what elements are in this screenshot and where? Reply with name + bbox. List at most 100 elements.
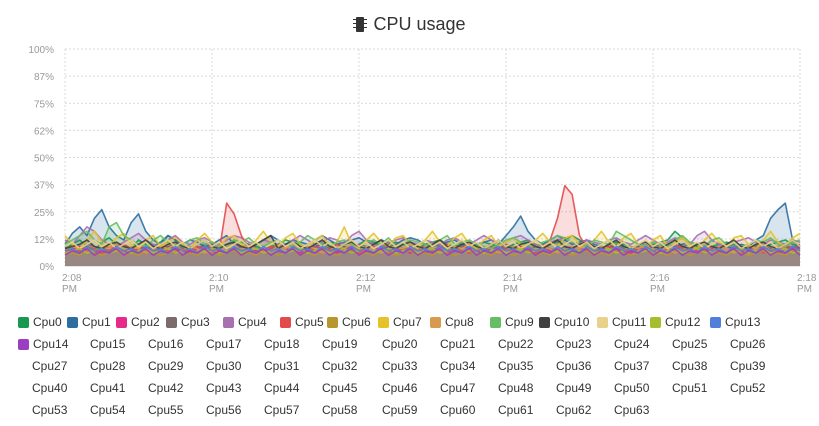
- legend-item-cpu11[interactable]: Cpu11: [597, 314, 646, 330]
- legend-label: Cpu41: [90, 381, 126, 395]
- legend-item-cpu28[interactable]: Cpu28: [90, 358, 125, 374]
- legend-item-cpu40[interactable]: Cpu40: [32, 380, 67, 396]
- x-tick-sublabel: PM: [62, 284, 77, 295]
- legend-item-cpu1[interactable]: Cpu1: [67, 314, 111, 330]
- legend-item-cpu2[interactable]: Cpu2: [116, 314, 160, 330]
- legend-item-cpu14[interactable]: Cpu14: [18, 336, 68, 352]
- legend-item-cpu43[interactable]: Cpu43: [206, 380, 241, 396]
- legend-item-cpu52[interactable]: Cpu52: [730, 380, 765, 396]
- legend-item-cpu41[interactable]: Cpu41: [90, 380, 125, 396]
- series-area-cpu6: [65, 250, 800, 266]
- legend-item-cpu37[interactable]: Cpu37: [614, 358, 649, 374]
- y-tick-label: 50%: [34, 154, 54, 165]
- legend-item-cpu9[interactable]: Cpu9: [490, 314, 534, 330]
- legend-label: Cpu58: [322, 403, 358, 417]
- legend-item-cpu33[interactable]: Cpu33: [382, 358, 417, 374]
- legend-item-cpu6[interactable]: Cpu6: [327, 314, 371, 330]
- legend-item-cpu34[interactable]: Cpu34: [440, 358, 475, 374]
- legend-item-cpu26[interactable]: Cpu26: [730, 336, 765, 352]
- legend-item-cpu54[interactable]: Cpu54: [90, 402, 125, 418]
- legend-item-cpu47[interactable]: Cpu47: [440, 380, 475, 396]
- legend-label: Cpu45: [322, 381, 358, 395]
- legend-item-cpu0[interactable]: Cpu0: [18, 314, 62, 330]
- legend-label: Cpu17: [206, 337, 242, 351]
- legend-label: Cpu43: [206, 381, 242, 395]
- legend-label: Cpu53: [32, 403, 68, 417]
- legend-item-cpu18[interactable]: Cpu18: [264, 336, 299, 352]
- legend-item-cpu38[interactable]: Cpu38: [672, 358, 707, 374]
- legend-swatch: [490, 316, 501, 328]
- legend-label: Cpu48: [498, 381, 534, 395]
- legend-label: Cpu15: [90, 337, 126, 351]
- legend-swatch: [710, 316, 721, 328]
- legend-item-cpu49[interactable]: Cpu49: [556, 380, 591, 396]
- legend-item-cpu46[interactable]: Cpu46: [382, 380, 417, 396]
- legend-item-cpu57[interactable]: Cpu57: [264, 402, 299, 418]
- legend-label: Cpu40: [32, 381, 68, 395]
- legend-item-cpu31[interactable]: Cpu31: [264, 358, 299, 374]
- legend-label: Cpu3: [181, 315, 210, 329]
- legend-item-cpu16[interactable]: Cpu16: [148, 336, 183, 352]
- legend-label: Cpu4: [238, 315, 267, 329]
- legend-item-cpu48[interactable]: Cpu48: [498, 380, 533, 396]
- legend-item-cpu4[interactable]: Cpu4: [223, 314, 267, 330]
- x-tick-sublabel: PM: [209, 284, 224, 295]
- legend-item-cpu13[interactable]: Cpu13: [710, 314, 760, 330]
- legend-swatch: [166, 316, 177, 328]
- legend-item-cpu60[interactable]: Cpu60: [440, 402, 475, 418]
- y-tick-label: 25%: [34, 208, 54, 219]
- legend-label: Cpu24: [614, 337, 650, 351]
- legend-item-cpu24[interactable]: Cpu24: [614, 336, 649, 352]
- legend-item-cpu25[interactable]: Cpu25: [672, 336, 707, 352]
- legend-item-cpu44[interactable]: Cpu44: [264, 380, 299, 396]
- legend-label: Cpu20: [382, 337, 418, 351]
- legend-label: Cpu16: [148, 337, 184, 351]
- legend-item-cpu17[interactable]: Cpu17: [206, 336, 241, 352]
- legend-item-cpu27[interactable]: Cpu27: [32, 358, 67, 374]
- legend-item-cpu42[interactable]: Cpu42: [148, 380, 183, 396]
- legend-item-cpu15[interactable]: Cpu15: [90, 336, 125, 352]
- x-tick-sublabel: PM: [797, 284, 812, 295]
- legend-swatch: [597, 316, 608, 328]
- legend-item-cpu8[interactable]: Cpu8: [430, 314, 474, 330]
- legend-item-cpu20[interactable]: Cpu20: [382, 336, 417, 352]
- y-tick-label: 37%: [34, 181, 54, 192]
- legend-item-cpu12[interactable]: Cpu12: [650, 314, 700, 330]
- legend-item-cpu61[interactable]: Cpu61: [498, 402, 533, 418]
- legend-item-cpu3[interactable]: Cpu3: [166, 314, 210, 330]
- legend-item-cpu10[interactable]: Cpu10: [539, 314, 589, 330]
- legend-item-cpu21[interactable]: Cpu21: [440, 336, 475, 352]
- series-area-cpu9: [65, 222, 800, 266]
- legend-label: Cpu28: [90, 359, 126, 373]
- legend-item-cpu50[interactable]: Cpu50: [614, 380, 649, 396]
- legend-item-cpu58[interactable]: Cpu58: [322, 402, 357, 418]
- y-tick-label: 87%: [34, 72, 54, 83]
- legend-item-cpu36[interactable]: Cpu36: [556, 358, 591, 374]
- legend-label: Cpu30: [206, 359, 242, 373]
- legend-label: Cpu39: [730, 359, 766, 373]
- legend-item-cpu53[interactable]: Cpu53: [32, 402, 67, 418]
- legend-item-cpu62[interactable]: Cpu62: [556, 402, 591, 418]
- legend-label: Cpu10: [554, 315, 590, 329]
- legend-item-cpu51[interactable]: Cpu51: [672, 380, 707, 396]
- legend-item-cpu55[interactable]: Cpu55: [148, 402, 183, 418]
- legend-item-cpu39[interactable]: Cpu39: [730, 358, 765, 374]
- legend-item-cpu5[interactable]: Cpu5: [280, 314, 324, 330]
- y-tick-label: 0%: [40, 262, 55, 273]
- legend-item-cpu56[interactable]: Cpu56: [206, 402, 241, 418]
- legend-item-cpu30[interactable]: Cpu30: [206, 358, 241, 374]
- legend-item-cpu29[interactable]: Cpu29: [148, 358, 183, 374]
- legend-item-cpu22[interactable]: Cpu22: [498, 336, 533, 352]
- legend-item-cpu59[interactable]: Cpu59: [382, 402, 417, 418]
- legend-item-cpu19[interactable]: Cpu19: [322, 336, 357, 352]
- legend-item-cpu32[interactable]: Cpu32: [322, 358, 357, 374]
- cpu-chip-icon: [353, 16, 368, 33]
- legend-item-cpu7[interactable]: Cpu7: [378, 314, 422, 330]
- legend-label: Cpu47: [440, 381, 476, 395]
- legend-swatch: [378, 316, 389, 328]
- legend-item-cpu45[interactable]: Cpu45: [322, 380, 357, 396]
- legend-item-cpu63[interactable]: Cpu63: [614, 402, 649, 418]
- legend-item-cpu35[interactable]: Cpu35: [498, 358, 533, 374]
- legend-label: Cpu38: [672, 359, 708, 373]
- legend-item-cpu23[interactable]: Cpu23: [556, 336, 591, 352]
